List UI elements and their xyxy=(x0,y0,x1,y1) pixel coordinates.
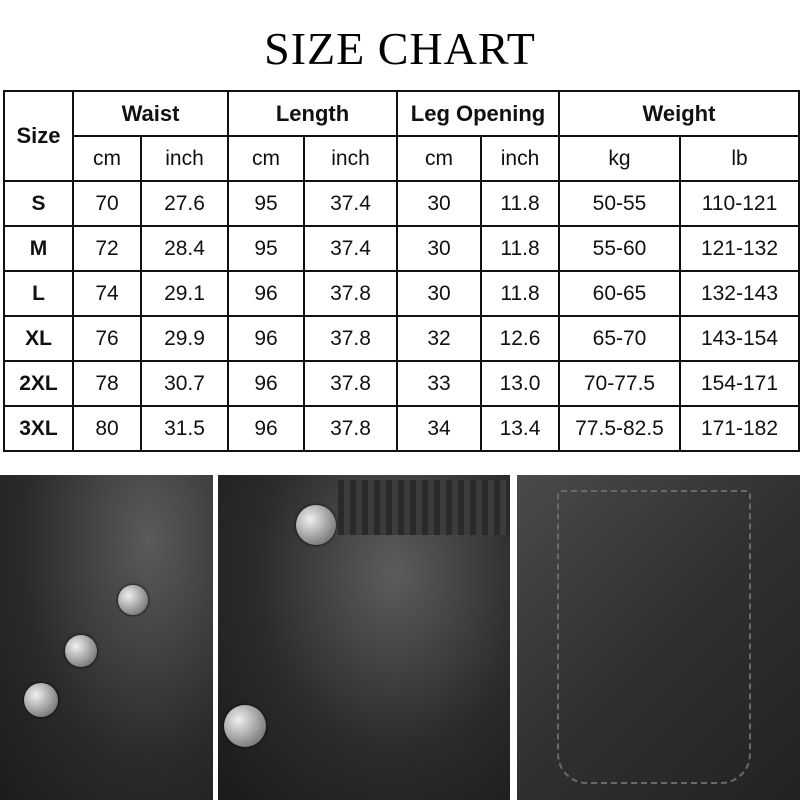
size-label: L xyxy=(3,270,74,317)
back-pocket xyxy=(557,490,751,784)
size-label: M xyxy=(3,225,74,272)
table-cell: 37.8 xyxy=(303,405,398,452)
table-cell: 13.4 xyxy=(480,405,560,452)
table-cell: 78 xyxy=(72,360,142,407)
table-cell: 37.8 xyxy=(303,270,398,317)
table-cell: 11.8 xyxy=(480,225,560,272)
table-cell: 50-55 xyxy=(558,180,681,227)
photo-back-pocket xyxy=(517,475,800,800)
table-cell: 12.6 xyxy=(480,315,560,362)
size-label: XL xyxy=(3,315,74,362)
group-header-leg-opening: Leg Opening xyxy=(396,90,560,137)
group-header-weight: Weight xyxy=(558,90,800,137)
snap-button-icon xyxy=(296,505,336,545)
table-cell: 37.4 xyxy=(303,180,398,227)
table-cell: 72 xyxy=(72,225,142,272)
unit-header: inch xyxy=(140,135,229,182)
table-row: L 74 29.1 96 37.8 30 11.8 60-65 132-143 xyxy=(3,270,800,317)
table-cell: 70-77.5 xyxy=(558,360,681,407)
table-cell: 30 xyxy=(396,270,482,317)
unit-header: cm xyxy=(396,135,482,182)
table-cell: 55-60 xyxy=(558,225,681,272)
size-label: S xyxy=(3,180,74,227)
table-cell: 171-182 xyxy=(679,405,800,452)
table-cell: 32 xyxy=(396,315,482,362)
group-header-waist: Waist xyxy=(72,90,229,137)
table-row: 3XL 80 31.5 96 37.8 34 13.4 77.5-82.5 171-182 xyxy=(3,405,800,452)
snap-button-icon xyxy=(24,683,58,717)
table-cell: 74 xyxy=(72,270,142,317)
table-cell: 70 xyxy=(72,180,142,227)
table-cell: 37.4 xyxy=(303,225,398,272)
table-cell: 30 xyxy=(396,225,482,272)
table-cell: 96 xyxy=(227,270,305,317)
table-cell: 95 xyxy=(227,225,305,272)
size-chart-table: Size Waist Length Leg Opening Weight cm i… xyxy=(3,90,800,452)
table-cell: 96 xyxy=(227,405,305,452)
table-row: XL 76 29.9 96 37.8 32 12.6 65-70 143-154 xyxy=(3,315,800,362)
table-cell: 110-121 xyxy=(679,180,800,227)
table-cell: 37.8 xyxy=(303,315,398,362)
table-cell: 121-132 xyxy=(679,225,800,272)
table-cell: 77.5-82.5 xyxy=(558,405,681,452)
table-cell: 28.4 xyxy=(140,225,229,272)
table-cell: 95 xyxy=(227,180,305,227)
table-cell: 30.7 xyxy=(140,360,229,407)
table-cell: 76 xyxy=(72,315,142,362)
size-header: Size xyxy=(3,90,74,182)
table-cell: 65-70 xyxy=(558,315,681,362)
group-header-length: Length xyxy=(227,90,398,137)
unit-header: inch xyxy=(480,135,560,182)
unit-header: kg xyxy=(558,135,681,182)
table-cell: 13.0 xyxy=(480,360,560,407)
table-cell: 31.5 xyxy=(140,405,229,452)
table-cell: 34 xyxy=(396,405,482,452)
table-cell: 96 xyxy=(227,315,305,362)
table-cell: 80 xyxy=(72,405,142,452)
table-cell: 143-154 xyxy=(679,315,800,362)
table-row: S 70 27.6 95 37.4 30 11.8 50-55 110-121 xyxy=(3,180,800,227)
table-cell: 96 xyxy=(227,360,305,407)
size-label: 3XL xyxy=(3,405,74,452)
table-cell: 27.6 xyxy=(140,180,229,227)
size-label: 2XL xyxy=(3,360,74,407)
table-cell: 37.8 xyxy=(303,360,398,407)
table-cell: 154-171 xyxy=(679,360,800,407)
table-cell: 60-65 xyxy=(558,270,681,317)
product-photos xyxy=(0,475,800,800)
header-row-units: cm inch cm inch cm inch kg lb xyxy=(4,135,800,182)
table-cell: 33 xyxy=(396,360,482,407)
unit-header: inch xyxy=(303,135,398,182)
table-cell: 132-143 xyxy=(679,270,800,317)
table-row: 2XL 78 30.7 96 37.8 33 13.0 70-77.5 154-171 xyxy=(3,360,800,407)
table-cell: 11.8 xyxy=(480,270,560,317)
table-cell: 29.9 xyxy=(140,315,229,362)
header-row-groups: Size Waist Length Leg Opening Weight xyxy=(3,90,800,182)
table-cell: 29.1 xyxy=(140,270,229,317)
snap-button-icon xyxy=(118,585,148,615)
unit-header: cm xyxy=(227,135,305,182)
page-title: SIZE CHART xyxy=(264,23,536,74)
table-cell: 11.8 xyxy=(480,180,560,227)
photo-side-buttons xyxy=(0,475,213,800)
snap-button-icon xyxy=(224,705,266,747)
table-row: M 72 28.4 95 37.4 30 11.8 55-60 121-132 xyxy=(3,225,800,272)
snap-button-icon xyxy=(65,635,97,667)
table-cell: 30 xyxy=(396,180,482,227)
unit-header: lb xyxy=(679,135,800,182)
unit-header: cm xyxy=(72,135,142,182)
photo-waistband xyxy=(218,475,510,800)
elastic-waistband xyxy=(338,480,510,535)
